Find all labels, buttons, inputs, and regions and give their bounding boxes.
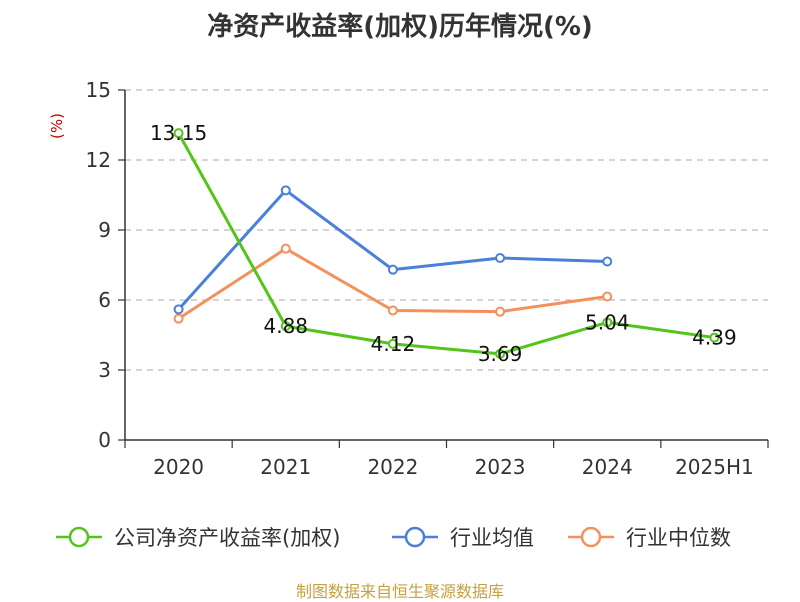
data-point [495,348,506,359]
legend: 公司净资产收益率(加权) 行业均值 行业中位数 [56,526,731,550]
y-tick-label: 15 [86,78,111,102]
axes: 0 3 6 9 12 15 2020 2021 2022 2023 2024 2025H1 (%) [48,78,769,479]
data-point [495,253,506,263]
y-axis-unit-label: (%) [48,113,66,139]
x-tick-label: 2023 [475,455,526,479]
x-tick-label: 2022 [367,455,418,479]
data-label: 4.88 [263,314,308,338]
data-point [173,304,184,315]
data-label: 4.39 [692,326,737,350]
source-note: 制图数据来自恒生聚源数据库 [295,582,504,601]
legend-marker [68,526,90,548]
y-tick-label: 12 [86,148,111,172]
legend-marker [580,526,602,548]
x-tick-label: 2025H1 [675,455,754,479]
grid-lines [125,89,768,371]
x-tick-label: 2020 [153,455,204,479]
data-label: 13.15 [150,121,207,145]
y-tick-label: 9 [98,218,111,242]
x-tick-label: 2021 [260,455,311,479]
series-lines [173,128,720,359]
data-point [280,243,291,254]
legend-label: 公司净资产收益率(加权) [114,526,340,550]
legend-label: 行业均值 [450,526,534,550]
series-line-0 [177,132,715,356]
data-point [602,256,613,267]
y-tick-label: 6 [98,288,111,312]
x-tick-label: 2024 [582,455,633,479]
data-label: 5.04 [585,310,630,334]
data-point [387,305,398,316]
y-tick-label: 3 [98,358,111,382]
data-point [173,128,184,139]
data-point [602,291,613,302]
data-point [495,306,506,317]
chart-title: 净资产收益率(加权)历年情况(%) [207,12,593,42]
legend-marker [404,526,426,548]
data-point [387,264,398,275]
data-point [709,332,720,343]
data-point [387,338,398,349]
data-point [280,321,291,332]
legend-label: 行业中位数 [626,526,731,550]
data-point [173,313,184,324]
data-point [280,185,291,196]
data-point [602,317,613,328]
data-label: 4.12 [371,332,416,356]
data-label: 3.69 [478,342,523,366]
data-labels: 13.15 4.88 4.12 3.69 5.04 4.39 [150,121,737,366]
y-tick-label: 0 [98,428,111,452]
